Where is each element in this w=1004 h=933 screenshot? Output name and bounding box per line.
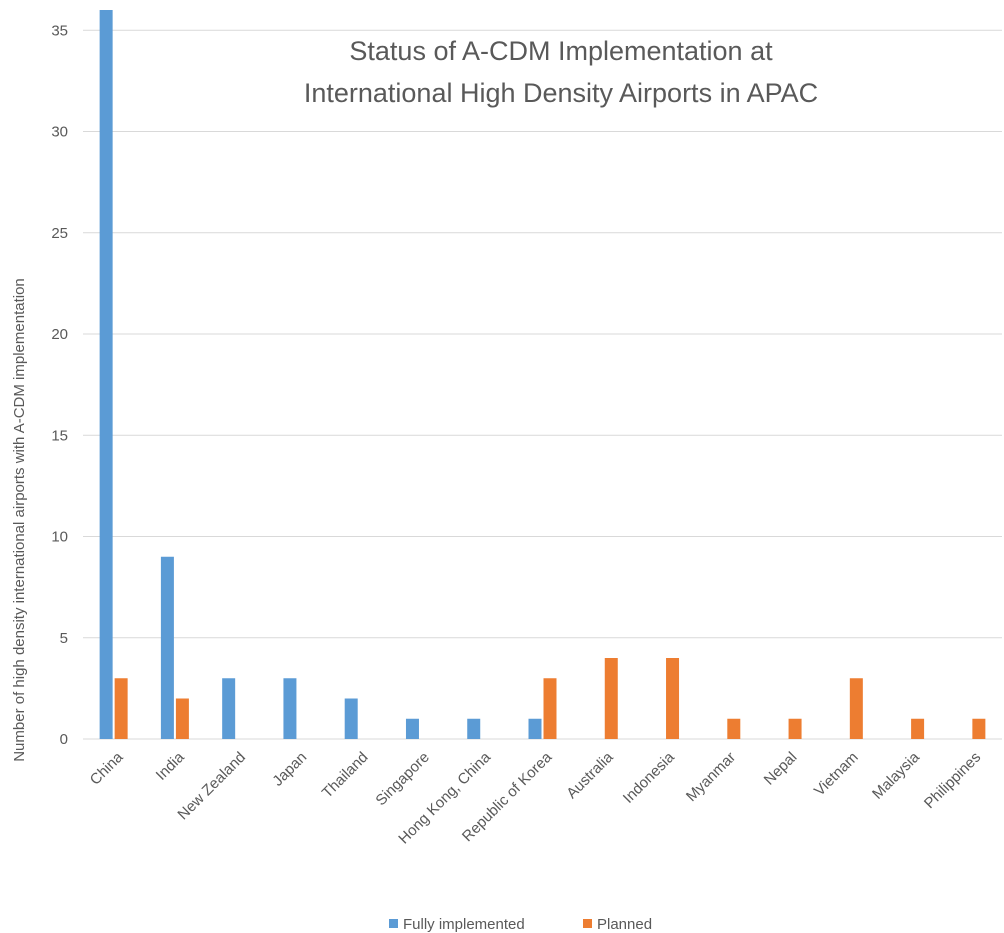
x-category-label: Indonesia: [620, 748, 678, 806]
legend-swatch: [389, 919, 398, 928]
bar-fully-implemented-japan: [283, 678, 297, 739]
bar-planned-myanmar: [727, 718, 741, 739]
x-category-label: Vietnam: [811, 749, 862, 800]
x-category-label: China: [87, 748, 127, 788]
x-category-label: Thailand: [319, 749, 372, 802]
x-category-label: Japan: [269, 749, 310, 790]
chart-title: Status of A-CDM Implementation at Interna…: [304, 36, 818, 108]
x-category-label: Singapore: [372, 749, 432, 809]
bar-planned-australia: [604, 658, 618, 739]
bar-fully-implemented-republic-of-korea: [528, 718, 542, 739]
y-tick-label: 30: [51, 124, 68, 141]
y-tick-label: 35: [51, 22, 68, 39]
legend-swatch: [583, 919, 592, 928]
chart-title-line: International High Density Airports in A…: [304, 78, 818, 108]
y-tick-label: 20: [51, 326, 68, 343]
bar-planned-vietnam: [849, 678, 863, 739]
y-tick-label: 5: [60, 630, 68, 647]
x-category-label: Malaysia: [869, 748, 923, 802]
x-category-label: Myanmar: [683, 749, 739, 805]
y-tick-label: 0: [60, 731, 68, 748]
bar-planned-indonesia: [666, 658, 680, 739]
bars-layer: [99, 10, 986, 739]
bar-fully-implemented-singapore: [405, 718, 419, 739]
bar-fully-implemented-china: [99, 10, 113, 739]
bar-planned-philippines: [972, 718, 986, 739]
x-category-label: Nepal: [761, 749, 801, 789]
legend-label: Fully implemented: [403, 916, 525, 933]
bar-planned-malaysia: [911, 718, 925, 739]
y-tick-label: 25: [51, 225, 68, 242]
bar-fully-implemented-india: [160, 556, 174, 739]
bar-planned-republic-of-korea: [543, 678, 557, 739]
y-tick-labels: 0 5 10 15 20 25 30 35: [51, 22, 68, 748]
bar-fully-implemented-hong-kong-china: [467, 718, 481, 739]
x-category-label: Philippines: [921, 749, 984, 812]
x-category-label: Australia: [563, 748, 617, 802]
bar-planned-china: [114, 678, 128, 739]
chart-title-line: Status of A-CDM Implementation at: [349, 36, 773, 66]
y-tick-label: 15: [51, 427, 68, 444]
y-axis-label: Number of high density international air…: [11, 278, 28, 762]
bar-planned-nepal: [788, 718, 802, 739]
bar-fully-implemented-new-zealand: [222, 678, 236, 739]
x-category-label: India: [153, 748, 188, 783]
grid-layer: [83, 29, 1002, 740]
bar-planned-india: [175, 698, 189, 739]
legend: Fully implemented Planned: [389, 916, 652, 933]
y-tick-label: 10: [51, 529, 68, 546]
legend-label: Planned: [597, 916, 652, 933]
bar-fully-implemented-thailand: [344, 698, 358, 739]
